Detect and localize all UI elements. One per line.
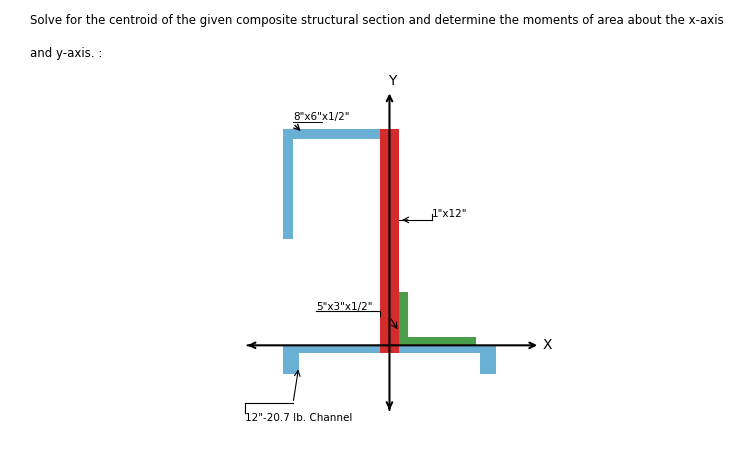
Text: X: X (543, 338, 552, 352)
Text: 1"x12": 1"x12" (432, 209, 467, 219)
Bar (283, 129, 293, 239)
Bar (480, 353, 496, 374)
Text: 8"x6"x1/2": 8"x6"x1/2" (293, 111, 350, 122)
Text: and y-axis. :: and y-axis. : (30, 47, 103, 60)
Bar (399, 292, 407, 337)
Bar (380, 129, 399, 353)
Bar (283, 129, 380, 139)
Bar (283, 353, 299, 374)
Text: Solve for the centroid of the given composite structural section and determine t: Solve for the centroid of the given comp… (30, 14, 724, 27)
Bar (283, 345, 496, 353)
Text: 12"-20.7 lb. Channel: 12"-20.7 lb. Channel (245, 413, 352, 423)
Bar (399, 337, 476, 345)
Text: 5"x3"x1/2": 5"x3"x1/2" (316, 302, 373, 312)
Text: Y: Y (388, 74, 396, 88)
